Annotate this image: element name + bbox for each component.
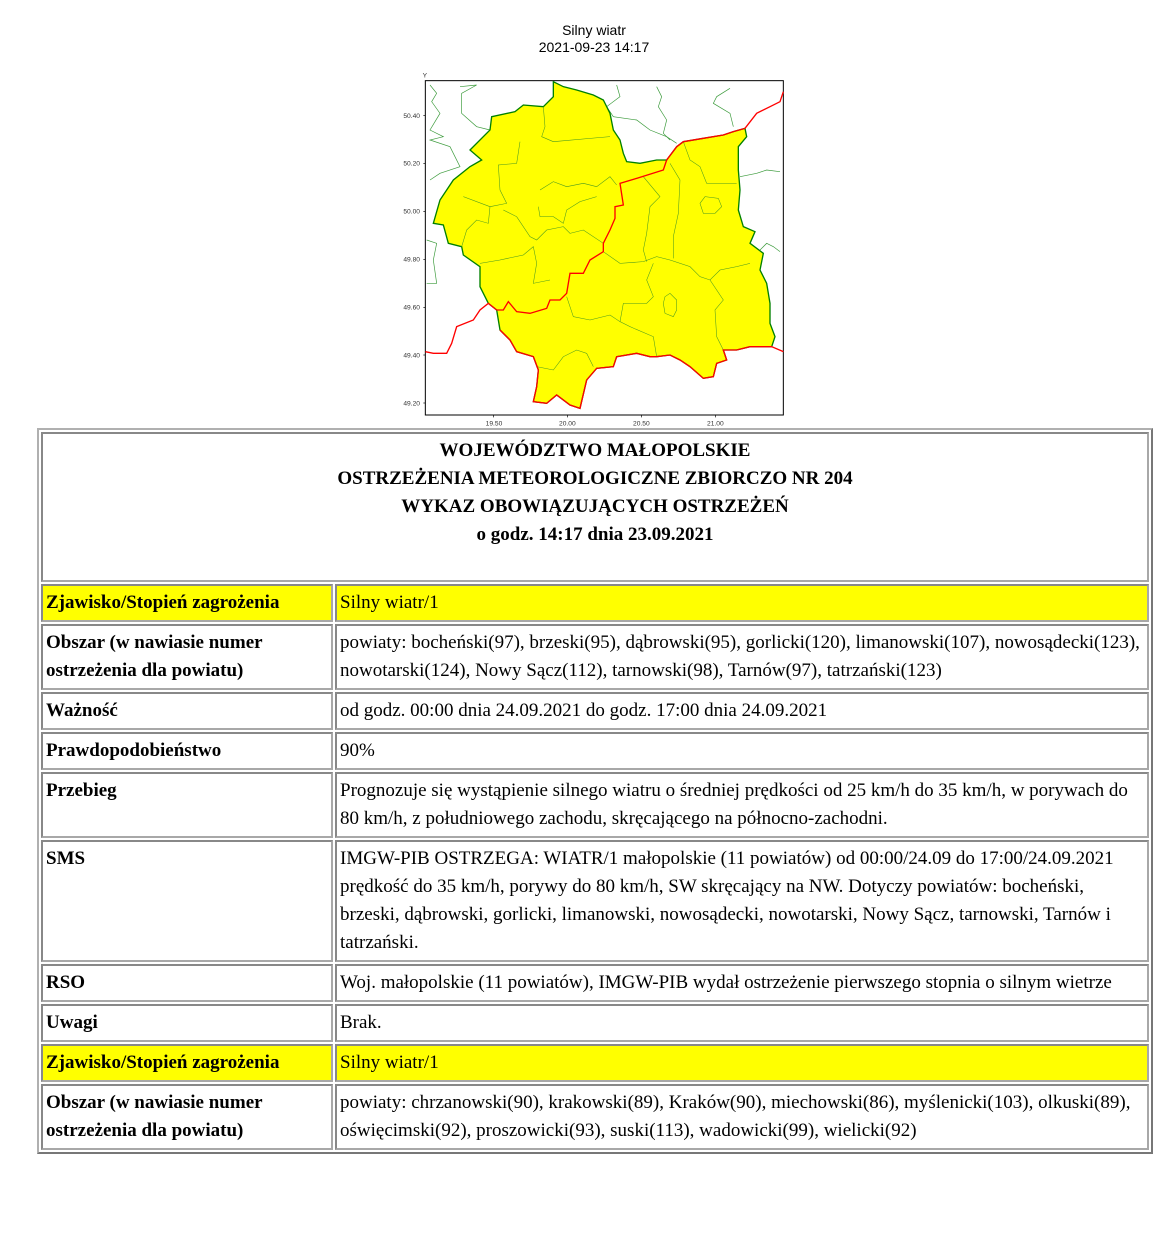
y-tick: 50.20: [403, 161, 420, 168]
row-value: Woj. małopolskie (11 powiatów), IMGW-PIB…: [335, 964, 1149, 1002]
table-row: Obszar (w nawiasie numer ostrzeżenia dla…: [41, 624, 1149, 690]
table-row: SMS IMGW-PIB OSTRZEGA: WIATR/1 małopolski…: [41, 840, 1149, 962]
row-label: Uwagi: [41, 1004, 333, 1042]
row-value: Silny wiatr/1: [335, 1044, 1149, 1082]
warnings-table: WOJEWÓDZTWO MAŁOPOLSKIE OSTRZEŻENIA METE…: [37, 428, 1153, 1154]
x-tick: 20.00: [559, 420, 576, 427]
row-value: Brak.: [335, 1004, 1149, 1042]
table-row: Ważność od godz. 00:00 dnia 24.09.2021 do…: [41, 692, 1149, 730]
map-caption: Silny wiatr 2021-09-23 14:17: [0, 22, 1168, 56]
row-label: Prawdopodobieństwo: [41, 732, 333, 770]
row-label: SMS: [41, 840, 333, 962]
x-tick: 21.00: [707, 420, 724, 427]
table-header: WOJEWÓDZTWO MAŁOPOLSKIE OSTRZEŻENIA METE…: [41, 432, 1149, 582]
row-label: Obszar (w nawiasie numer ostrzeżenia dla…: [41, 624, 333, 690]
map-title: Silny wiatr: [562, 22, 626, 38]
y-tick: 50.40: [403, 113, 420, 120]
row-label: RSO: [41, 964, 333, 1002]
x-tick: 19.50: [486, 420, 503, 427]
y-tick: 49.60: [403, 305, 420, 312]
table-row: Obszar (w nawiasie numer ostrzeżenia dla…: [41, 1084, 1149, 1150]
district-borders: [461, 106, 751, 371]
row-label: Ważność: [41, 692, 333, 730]
neighbor-borders: [426, 84, 781, 284]
table-row: Zjawisko/Stopień zagrożenia Silny wiatr/1: [41, 584, 1149, 622]
table-row: Uwagi Brak.: [41, 1004, 1149, 1042]
y-tick: 49.80: [403, 257, 420, 264]
row-label: Zjawisko/Stopień zagrożenia: [41, 1044, 333, 1082]
row-label: Zjawisko/Stopień zagrożenia: [41, 584, 333, 622]
row-value: Silny wiatr/1: [335, 584, 1149, 622]
row-label: Przebieg: [41, 772, 333, 838]
y-tick: 50.00: [403, 209, 420, 216]
y-tick: 49.20: [403, 400, 420, 407]
state-border: [425, 91, 784, 410]
header-line: WYKAZ OBOWIĄZUJĄCYCH OSTRZEŻEŃ: [401, 496, 789, 517]
table-row: Przebieg Prognozuje się wystąpienie silne…: [41, 772, 1149, 838]
row-value: powiaty: chrzanowski(90), krakowski(89),…: [335, 1084, 1149, 1150]
header-line: o godz. 14:17 dnia 23.09.2021: [476, 524, 714, 545]
y-tick: 49.40: [403, 352, 420, 359]
map-axes: [423, 115, 716, 418]
row-value: powiaty: bocheński(97), brzeski(95), dąb…: [335, 624, 1149, 690]
row-value: Prognozuje się wystąpienie silnego wiatr…: [335, 772, 1149, 838]
table-row: Prawdopodobieństwo 90%: [41, 732, 1149, 770]
table-header-row: WOJEWÓDZTWO MAŁOPOLSKIE OSTRZEŻENIA METE…: [41, 432, 1149, 582]
row-value: 90%: [335, 732, 1149, 770]
table-row: RSO Woj. małopolskie (11 powiatów), IMGW-…: [41, 964, 1149, 1002]
row-value: od godz. 00:00 dnia 24.09.2021 do godz. …: [335, 692, 1149, 730]
header-line: WOJEWÓDZTWO MAŁOPOLSKIE: [439, 440, 751, 461]
table-row: Zjawisko/Stopień zagrożenia Silny wiatr/1: [41, 1044, 1149, 1082]
row-label: Obszar (w nawiasie numer ostrzeżenia dla…: [41, 1084, 333, 1150]
row-value: IMGW-PIB OSTRZEGA: WIATR/1 małopolskie (…: [335, 840, 1149, 962]
y-axis-label: Y: [423, 72, 428, 79]
header-line: OSTRZEŻENIA METEOROLOGICZNE ZBIORCZO NR …: [337, 468, 853, 489]
warning-map: Y 50.40 50.20 50.00 49.80 49.60 49.40 49…: [403, 72, 784, 427]
map-datetime: 2021-09-23 14:17: [538, 39, 650, 55]
x-tick: 20.50: [633, 420, 650, 427]
